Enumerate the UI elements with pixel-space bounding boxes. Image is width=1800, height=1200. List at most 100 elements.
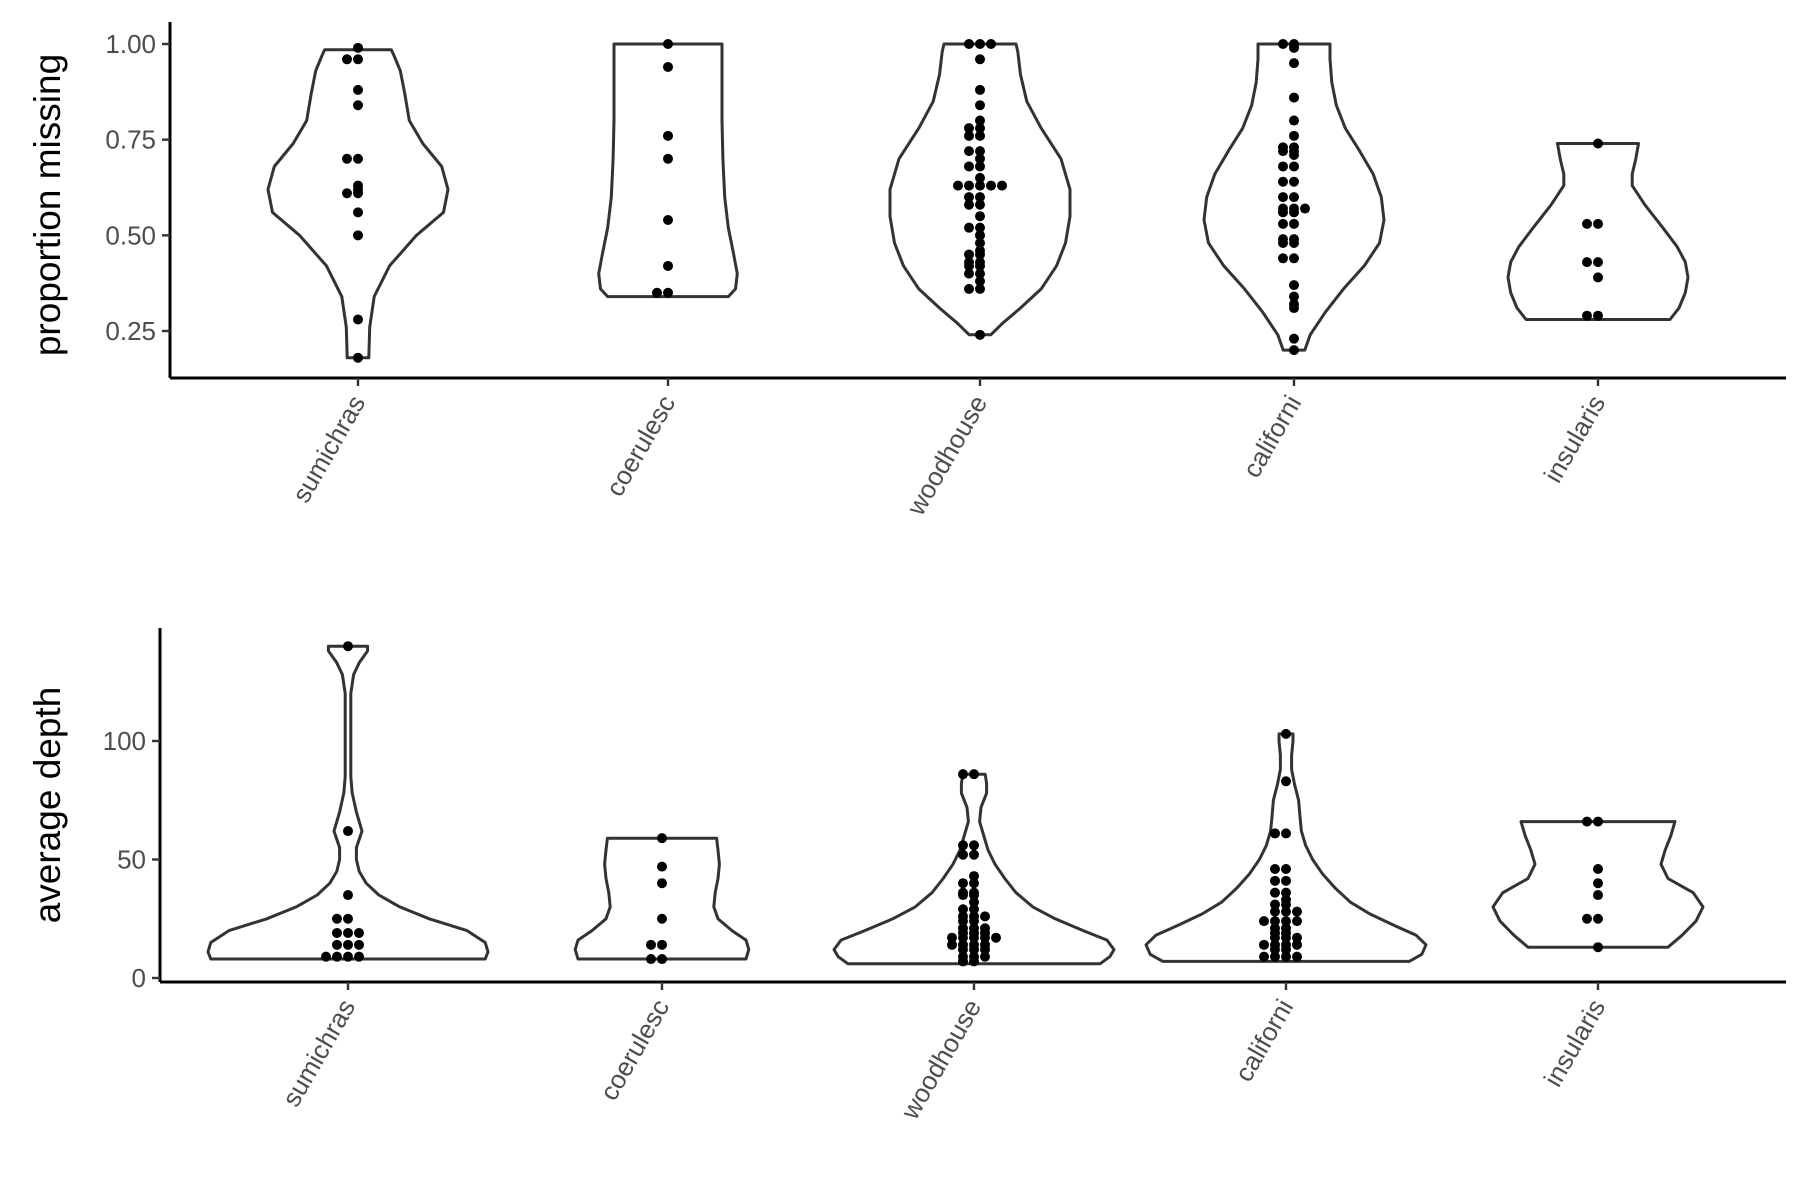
point-woodhouse bbox=[969, 932, 979, 943]
point-californi bbox=[1289, 176, 1299, 187]
point-insularis bbox=[1582, 816, 1592, 827]
point-coerulesc bbox=[646, 939, 656, 950]
point-insularis bbox=[1582, 257, 1592, 268]
point-sumichras bbox=[332, 951, 342, 962]
point-woodhouse bbox=[969, 904, 979, 915]
point-woodhouse bbox=[964, 199, 974, 210]
point-woodhouse bbox=[947, 932, 957, 943]
point-californi bbox=[1278, 207, 1288, 218]
point-insularis bbox=[1593, 816, 1603, 827]
point-woodhouse bbox=[969, 956, 979, 967]
point-californi bbox=[1278, 218, 1288, 229]
point-californi bbox=[1278, 253, 1288, 264]
point-californi bbox=[1292, 906, 1302, 917]
y-tick-label: 0.75 bbox=[105, 125, 156, 155]
y-ticks: 0 50 100 bbox=[103, 726, 160, 993]
point-californi bbox=[1289, 237, 1299, 248]
point-woodhouse bbox=[969, 944, 979, 955]
point-woodhouse bbox=[964, 161, 974, 172]
point-californi bbox=[1278, 39, 1288, 49]
point-woodhouse bbox=[975, 276, 985, 287]
point-sumichras bbox=[353, 84, 363, 95]
point-woodhouse bbox=[958, 944, 968, 955]
point-californi bbox=[1259, 916, 1269, 927]
point-californi bbox=[1270, 951, 1280, 962]
y-tick-label: 0.50 bbox=[105, 220, 156, 250]
point-woodhouse bbox=[964, 39, 974, 49]
point-woodhouse bbox=[975, 237, 985, 248]
point-sumichras bbox=[332, 913, 342, 924]
violin-coerulesc bbox=[597, 42, 739, 299]
point-coerulesc bbox=[663, 287, 673, 298]
point-coerulesc bbox=[663, 61, 673, 72]
point-sumichras bbox=[353, 54, 363, 65]
point-californi bbox=[1292, 951, 1302, 962]
point-californi bbox=[1270, 932, 1280, 943]
point-sumichras bbox=[354, 939, 364, 950]
point-woodhouse bbox=[975, 115, 985, 126]
x-tick-label-insularis: insularis bbox=[1538, 390, 1612, 488]
point-coerulesc bbox=[657, 833, 667, 844]
point-coerulesc bbox=[663, 215, 673, 226]
point-woodhouse bbox=[947, 939, 957, 950]
point-californi bbox=[1292, 916, 1302, 927]
y-tick-label: 1.00 bbox=[105, 29, 156, 59]
points bbox=[342, 39, 1603, 363]
point-coerulesc bbox=[663, 260, 673, 271]
point-sumichras bbox=[343, 641, 353, 652]
point-woodhouse bbox=[969, 840, 979, 851]
point-sumichras bbox=[353, 207, 363, 218]
point-insularis bbox=[1593, 138, 1603, 149]
point-woodhouse bbox=[958, 956, 968, 967]
point-woodhouse bbox=[969, 878, 979, 889]
point-woodhouse bbox=[969, 871, 979, 882]
point-woodhouse bbox=[964, 260, 974, 271]
point-insularis bbox=[1593, 218, 1603, 229]
point-woodhouse bbox=[964, 192, 974, 203]
x-tick-label-woodhouse: woodhouse bbox=[894, 994, 987, 1125]
point-woodhouse bbox=[958, 932, 968, 943]
y-axis-title: proportion missing bbox=[27, 54, 68, 356]
point-californi bbox=[1270, 875, 1280, 886]
point-coerulesc bbox=[646, 954, 656, 965]
point-woodhouse bbox=[980, 932, 990, 943]
x-ticks: sumichras coerulesc woodhouse californi insu… bbox=[276, 982, 1611, 1125]
point-californi bbox=[1259, 951, 1269, 962]
point-californi bbox=[1281, 828, 1291, 839]
point-woodhouse bbox=[975, 329, 985, 340]
point-woodhouse bbox=[964, 249, 974, 260]
point-californi bbox=[1300, 203, 1310, 214]
point-californi bbox=[1281, 916, 1291, 927]
y-ticks: 0.25 0.50 0.75 1.00 bbox=[105, 29, 170, 346]
point-californi bbox=[1289, 115, 1299, 126]
point-sumichras bbox=[353, 188, 363, 199]
point-californi bbox=[1292, 932, 1302, 943]
point-californi bbox=[1278, 192, 1288, 203]
point-californi bbox=[1281, 887, 1291, 898]
point-californi bbox=[1289, 218, 1299, 229]
point-californi bbox=[1270, 899, 1280, 910]
point-insularis bbox=[1593, 257, 1603, 268]
point-woodhouse bbox=[975, 153, 985, 164]
point-coerulesc bbox=[663, 130, 673, 141]
point-woodhouse bbox=[958, 769, 968, 780]
point-sumichras bbox=[353, 314, 363, 325]
point-woodhouse bbox=[975, 199, 985, 210]
point-coerulesc bbox=[657, 878, 667, 889]
point-coerulesc bbox=[657, 913, 667, 924]
point-californi bbox=[1289, 192, 1299, 203]
point-woodhouse bbox=[975, 161, 985, 172]
point-woodhouse bbox=[975, 146, 985, 157]
point-coerulesc bbox=[657, 861, 667, 872]
point-californi bbox=[1278, 237, 1288, 248]
point-woodhouse bbox=[964, 130, 974, 141]
point-woodhouse bbox=[969, 897, 979, 908]
point-coerulesc bbox=[657, 939, 667, 950]
point-insularis bbox=[1593, 272, 1603, 283]
point-woodhouse bbox=[969, 849, 979, 860]
point-californi bbox=[1281, 944, 1291, 955]
point-californi bbox=[1281, 875, 1291, 886]
point-woodhouse bbox=[975, 211, 985, 222]
point-woodhouse bbox=[964, 146, 974, 157]
point-insularis bbox=[1582, 913, 1592, 924]
